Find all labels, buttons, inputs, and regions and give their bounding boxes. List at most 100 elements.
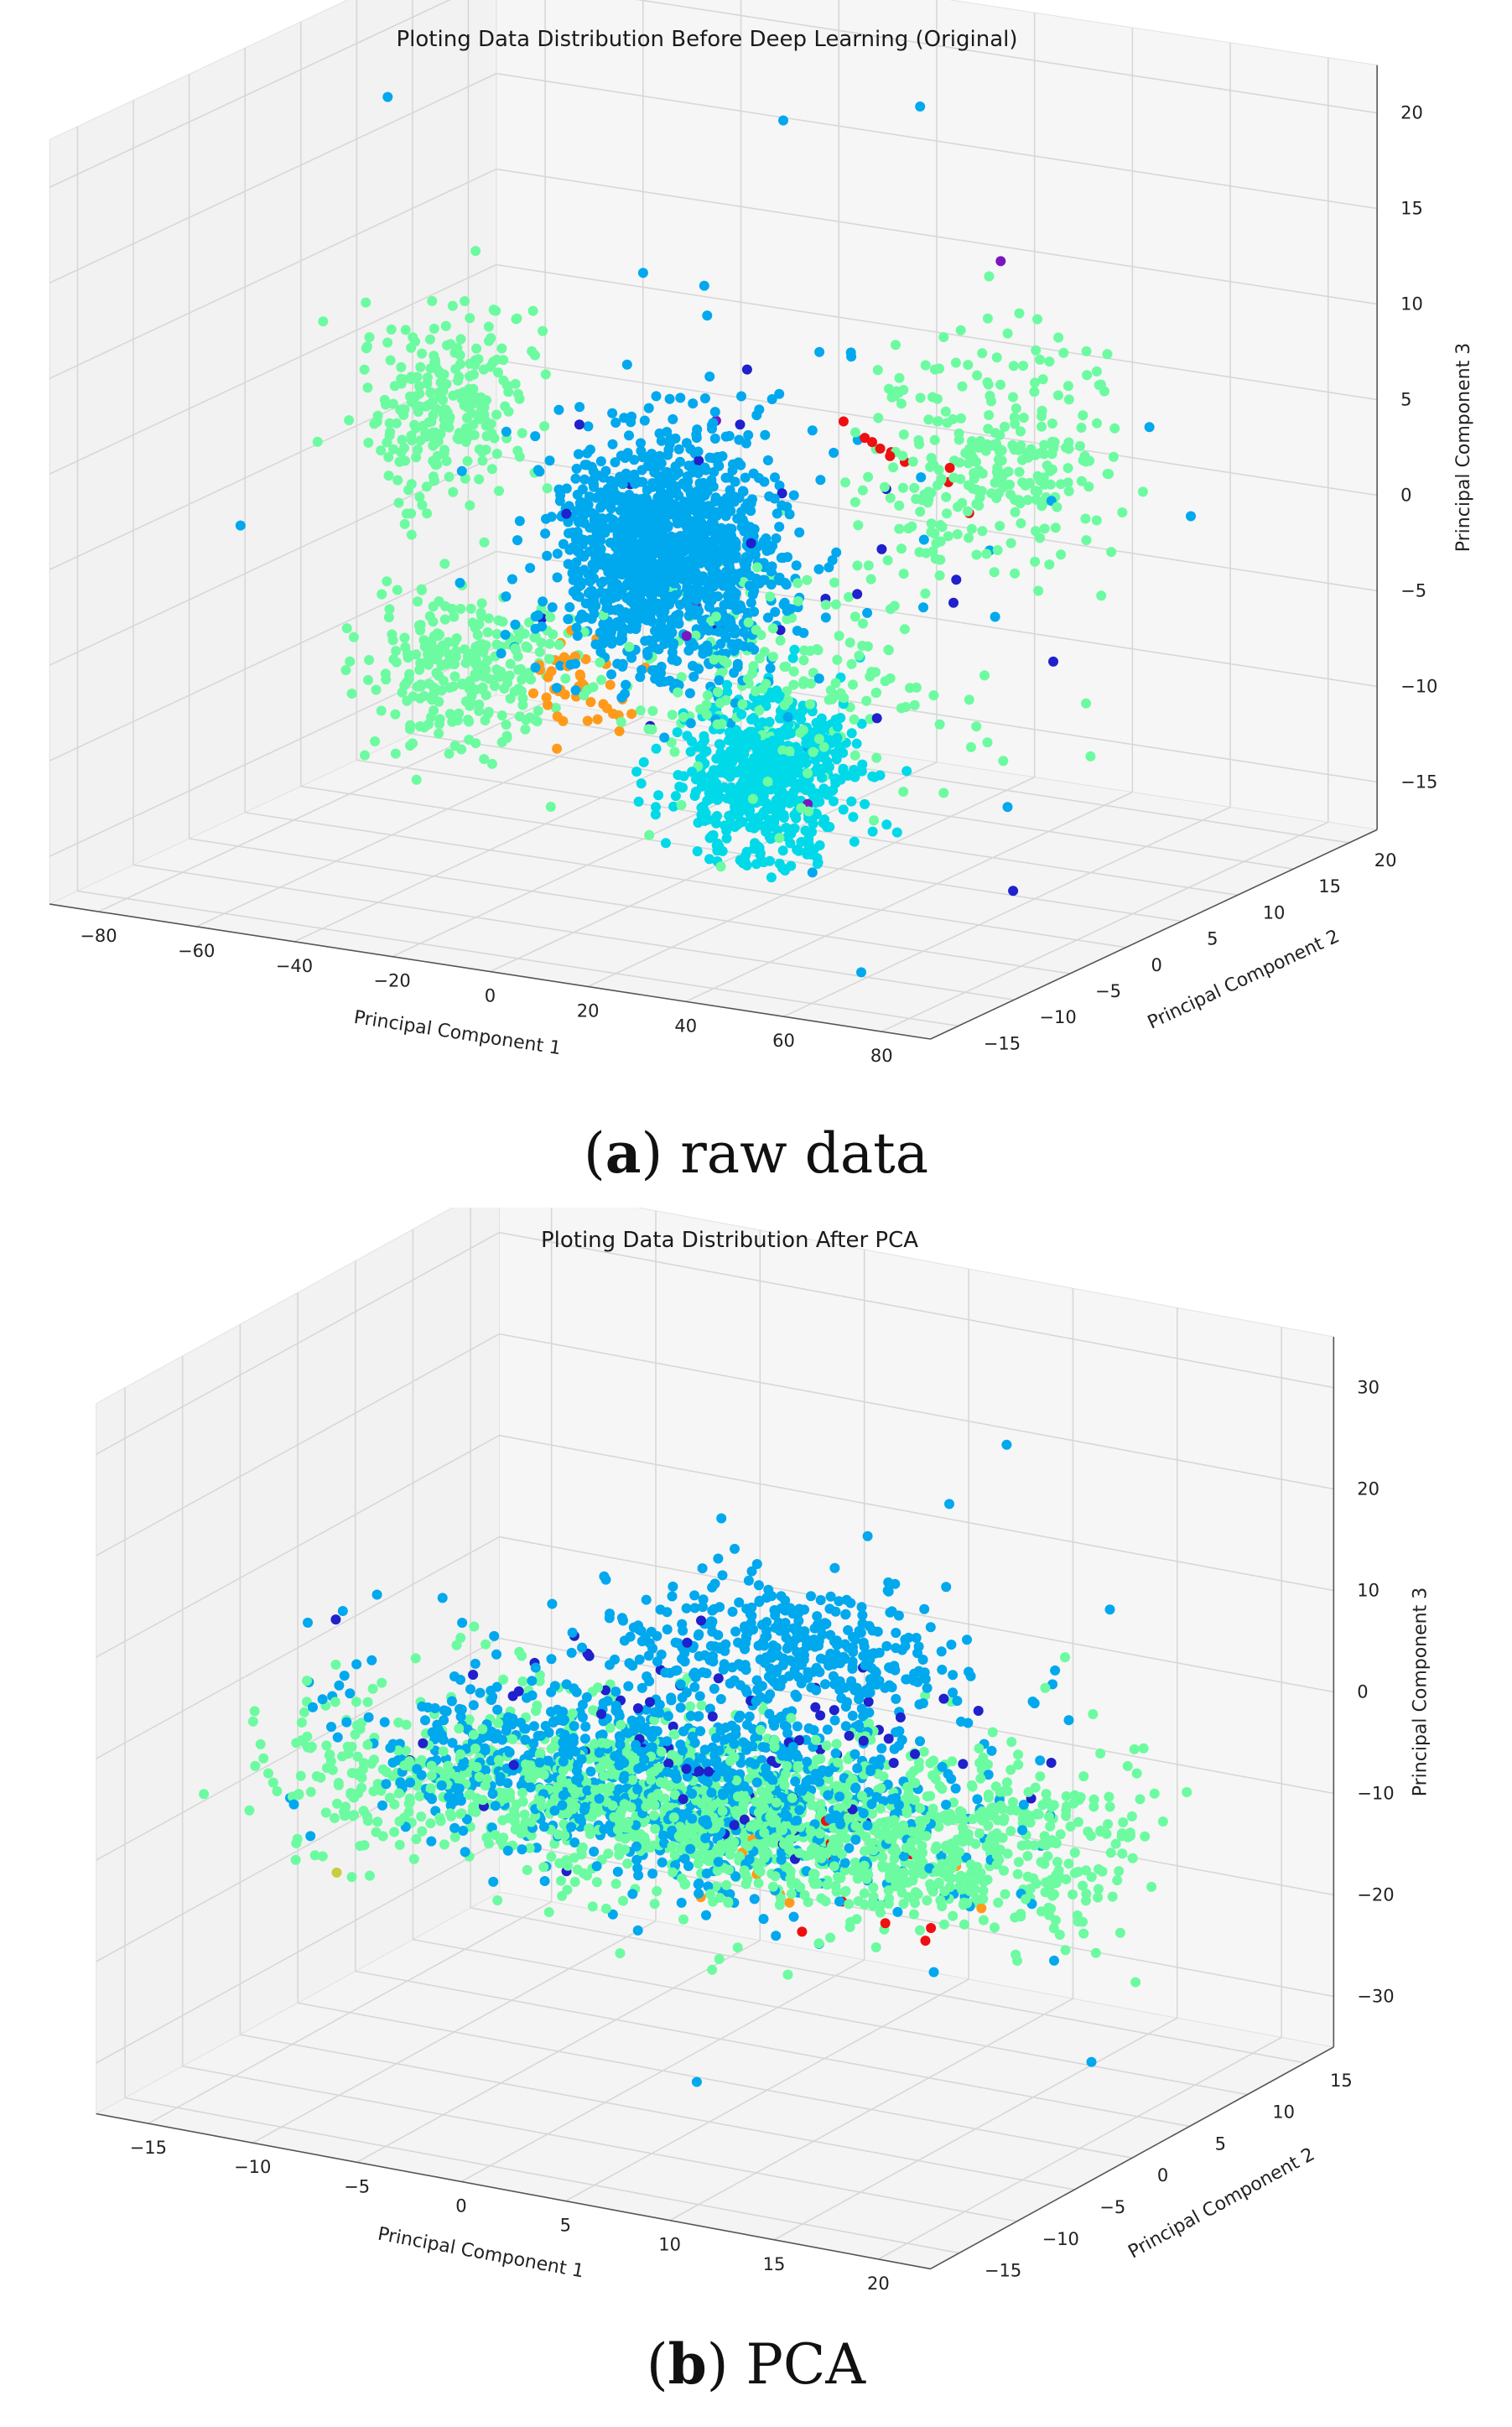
data-point — [688, 498, 699, 509]
data-point — [399, 632, 410, 643]
data-point — [747, 793, 758, 804]
data-point — [417, 348, 428, 359]
data-point — [621, 359, 632, 370]
data-point — [321, 1740, 332, 1751]
data-point — [762, 777, 773, 787]
data-point — [534, 1670, 545, 1681]
data-point — [639, 415, 650, 426]
data-point — [381, 674, 392, 685]
data-point — [572, 527, 583, 538]
data-point — [606, 638, 617, 649]
data-point — [659, 584, 670, 595]
data-point — [1017, 1825, 1028, 1836]
gridline — [49, 0, 451, 189]
data-point — [583, 421, 594, 432]
data-point — [359, 364, 370, 375]
data-point — [425, 387, 436, 398]
data-point — [788, 666, 799, 677]
data-point — [685, 444, 696, 455]
data-point — [318, 316, 329, 327]
data-point — [967, 483, 978, 494]
data-point — [574, 402, 585, 413]
data-point — [913, 1757, 924, 1768]
data-point — [457, 1618, 468, 1628]
data-point — [698, 1602, 708, 1613]
data-point — [639, 578, 650, 589]
data-point — [965, 741, 976, 752]
data-point — [434, 366, 444, 377]
y-tick-label: 5 — [1207, 929, 1218, 949]
data-point — [438, 675, 449, 686]
data-point — [923, 494, 934, 505]
data-point — [777, 845, 788, 856]
data-point — [709, 1683, 720, 1694]
data-point — [572, 569, 583, 579]
data-point — [848, 812, 859, 823]
data-point — [815, 1710, 826, 1721]
data-point — [589, 538, 600, 549]
data-point — [651, 462, 662, 473]
data-point — [952, 1696, 963, 1707]
data-point — [782, 614, 792, 625]
data-point — [401, 677, 412, 688]
data-point — [814, 1666, 825, 1677]
data-point — [476, 639, 487, 649]
data-point — [824, 562, 834, 573]
data-point — [856, 1703, 867, 1714]
data-point — [571, 622, 582, 633]
data-point — [423, 678, 434, 689]
data-point — [894, 387, 905, 398]
data-point — [1008, 392, 1018, 403]
data-point — [777, 553, 788, 564]
data-point — [496, 648, 507, 659]
data-point — [576, 496, 587, 507]
data-point — [1103, 1819, 1113, 1830]
data-point — [406, 373, 417, 384]
data-point — [702, 310, 713, 321]
data-point — [746, 538, 756, 548]
data-point — [984, 410, 995, 420]
data-point — [759, 1640, 770, 1651]
data-point — [874, 1647, 885, 1658]
x-tick-label: 80 — [870, 1046, 893, 1066]
data-point — [455, 604, 466, 614]
data-point — [1016, 518, 1026, 528]
data-point — [415, 681, 426, 692]
data-point — [696, 803, 707, 813]
data-point — [1035, 533, 1045, 543]
data-point — [662, 467, 673, 478]
data-point — [838, 804, 849, 815]
data-point — [751, 1696, 761, 1707]
data-point — [739, 526, 750, 537]
data-point — [1081, 535, 1092, 546]
data-point — [766, 579, 777, 590]
data-point — [390, 748, 401, 759]
data-point — [998, 1804, 1009, 1815]
data-point — [752, 841, 763, 852]
data-point — [883, 645, 894, 656]
data-point — [427, 296, 438, 306]
data-point — [953, 502, 963, 512]
z-tick-label: 0 — [1400, 486, 1411, 506]
data-point — [1088, 1709, 1099, 1719]
data-point — [722, 793, 733, 803]
data-point — [869, 1672, 880, 1683]
data-point — [585, 444, 595, 455]
data-point — [752, 562, 762, 573]
data-point — [829, 1705, 839, 1716]
data-point — [1053, 332, 1064, 343]
data-point — [595, 456, 606, 467]
data-point — [414, 664, 425, 675]
data-point — [394, 456, 405, 467]
data-point — [746, 1566, 757, 1577]
data-point — [1061, 1811, 1072, 1822]
data-point — [714, 675, 725, 686]
data-point — [436, 685, 447, 696]
data-point — [1074, 440, 1085, 451]
data-point — [699, 553, 710, 564]
data-point — [729, 646, 740, 656]
data-point — [339, 1671, 350, 1681]
data-point — [830, 678, 841, 689]
data-point — [372, 416, 382, 427]
data-point — [871, 713, 882, 724]
